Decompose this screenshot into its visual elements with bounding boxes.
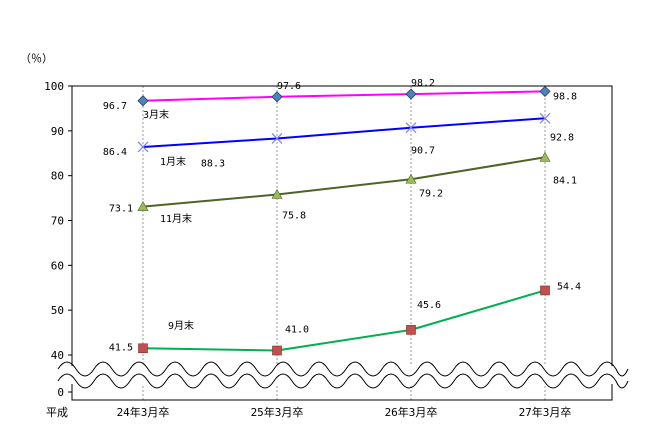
y-tick-label: 90 [51, 125, 64, 138]
y-tick-label: 0 [57, 386, 64, 399]
data-point-cross [137, 141, 149, 153]
data-label: 54.4 [557, 281, 581, 292]
axis-break-wave-bottom [57, 373, 629, 389]
y-tick-label: 40 [51, 349, 64, 362]
data-label: 41.0 [285, 325, 309, 336]
series-name-label: 1月末 [160, 155, 186, 168]
axis-break-wave-top [57, 361, 629, 377]
data-point-square [540, 285, 550, 296]
x-tick-label: 27年3月卒 [519, 405, 572, 419]
data-point-cross [539, 112, 551, 124]
data-label: 75.8 [282, 210, 306, 221]
x-tick-label: 25年3月卒 [251, 405, 304, 419]
data-point-cross [405, 122, 417, 134]
data-label: 41.5 [109, 342, 133, 353]
data-label: 98.8 [553, 91, 577, 102]
data-label: 98.2 [411, 78, 435, 89]
data-label: 97.6 [277, 81, 301, 92]
y-tick-label: 60 [51, 259, 64, 272]
data-label: 73.1 [109, 204, 133, 215]
x-tick-label: 26年3月卒 [385, 405, 438, 419]
data-point-triangle [137, 200, 149, 211]
data-point-diamond [271, 91, 283, 103]
data-point-cross [271, 133, 283, 144]
data-point-triangle [539, 151, 551, 162]
data-label: 79.2 [419, 188, 443, 199]
series-name-label: 11月末 [160, 212, 192, 225]
data-label: 84.1 [553, 175, 577, 186]
axes-layer: 0 40 50 60 70 80 90 100 24年3月卒 25年3月卒 26年3月卒 27年3月卒 [44, 80, 629, 419]
data-point-triangle [405, 173, 417, 184]
series-line [142, 156, 546, 208]
data-label: 45.6 [417, 300, 441, 311]
data-labels-layer: 96.7 97.6 98.2 98.8 3月末 86.4 88.3 90.7 92.8 1月末 73… [103, 78, 581, 353]
data-label: 90.7 [411, 146, 435, 157]
x-tick-label: 24年3月卒 [117, 405, 170, 419]
data-point-square [272, 345, 282, 356]
series-line [142, 90, 546, 102]
y-tick-label: 70 [51, 215, 64, 228]
data-label: 92.8 [550, 132, 574, 143]
data-label: 96.7 [103, 101, 127, 112]
plot-frame [71, 85, 613, 401]
series-name-label: 3月末 [143, 108, 169, 121]
era-label: 平成 [46, 406, 68, 419]
y-tick-label: 80 [51, 170, 64, 183]
series-line [142, 289, 546, 352]
data-point-diamond [405, 88, 417, 100]
series-lines-layer [142, 90, 546, 352]
series-line [142, 117, 546, 148]
y-unit-label: （％） [20, 52, 53, 65]
series-name-label: 9月末 [168, 319, 194, 332]
data-point-diamond [539, 85, 551, 97]
data-label: 86.4 [103, 147, 127, 158]
data-point-diamond [137, 95, 149, 107]
data-point-square [138, 343, 148, 354]
markers-layer [137, 85, 551, 356]
data-point-square [406, 325, 416, 335]
y-tick-label: 50 [51, 304, 64, 317]
data-label: 88.3 [201, 158, 225, 169]
data-point-triangle [271, 188, 283, 199]
axis-break-band [58, 366, 628, 384]
y-tick-label: 100 [44, 80, 64, 93]
